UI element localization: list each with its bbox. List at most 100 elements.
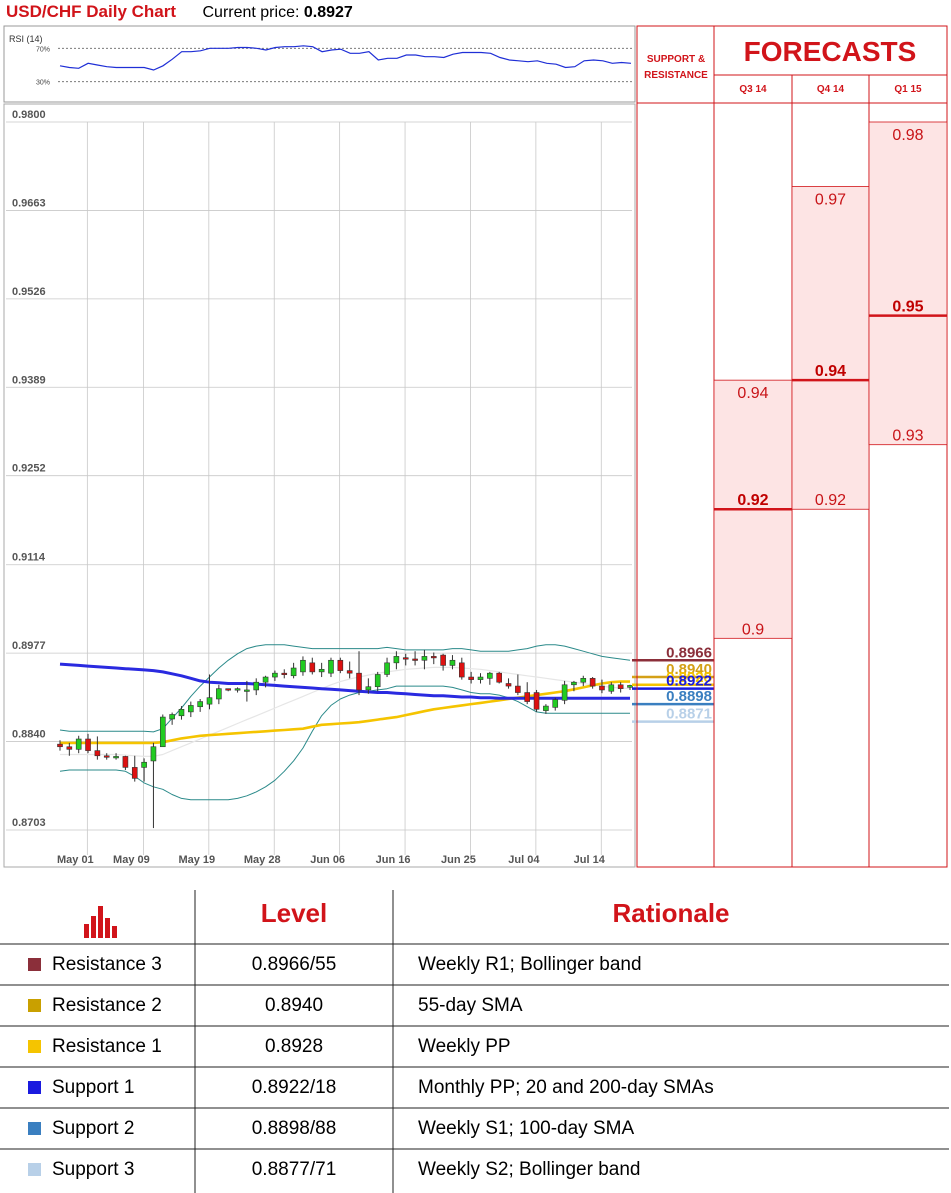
level-color-swatch <box>28 1040 41 1053</box>
chart-header: USD/CHF Daily Chart Current price: 0.892… <box>6 0 353 24</box>
candle-body <box>94 750 101 757</box>
x-tick-label: Jul 04 <box>508 854 540 866</box>
level-color-swatch <box>28 1122 41 1135</box>
candle-body <box>449 659 456 666</box>
candle-body <box>608 684 615 692</box>
rsi-label: RSI (14) <box>9 34 43 44</box>
level-name: Resistance 3 <box>52 954 162 975</box>
level-color-swatch <box>28 1081 41 1094</box>
y-tick-label: 0.8840 <box>12 729 46 741</box>
candle-body <box>505 683 512 687</box>
candle-body <box>571 681 577 686</box>
level-value: 0.8940 <box>264 995 324 1016</box>
candle-body <box>281 672 288 675</box>
candle-body <box>533 692 540 710</box>
table-row: Resistance 2 0.8940 55-day SMA <box>0 985 949 1026</box>
candle-body <box>599 685 605 691</box>
level-value: 0.8898/88 <box>251 1118 337 1139</box>
level-rationale: Weekly S2; Bollinger band <box>418 1159 641 1180</box>
table-row: Support 3 0.8877/71 Weekly S2; Bollinger b… <box>0 1149 949 1190</box>
candle-body <box>346 670 353 674</box>
bar-chart-icon <box>82 902 122 938</box>
forecast-low-label: 0.92 <box>815 492 846 509</box>
candle-body <box>85 738 91 751</box>
x-tick-label: May 19 <box>178 854 215 866</box>
candle-body <box>253 681 260 691</box>
forecasts-title: FORECASTS <box>744 36 917 67</box>
forecast-median-label: 0.95 <box>892 299 923 316</box>
candle-body <box>131 767 138 779</box>
chart-title: USD/CHF Daily Chart <box>6 2 177 21</box>
candle-body <box>262 676 269 683</box>
candle-body <box>178 709 185 717</box>
candle-body <box>122 756 129 768</box>
level-rationale: Weekly S1; 100-day SMA <box>418 1118 635 1139</box>
candle-body <box>206 697 213 705</box>
candle-body <box>356 672 362 691</box>
level-name: Resistance 2 <box>52 995 162 1016</box>
candle-body <box>169 714 175 720</box>
candle-body <box>365 686 372 691</box>
candle-body <box>234 688 241 691</box>
candle-body <box>543 705 549 711</box>
candle-body <box>113 756 119 759</box>
x-tick-label: Jun 25 <box>441 854 476 866</box>
forecast-quarter-label: Q3 14 <box>739 84 767 95</box>
table-row: Resistance 3 0.8966/55 Weekly R1; Bollinge… <box>0 944 949 985</box>
level-header: Level <box>260 898 328 928</box>
candle-body <box>225 688 231 691</box>
level-label: 0.8928 <box>666 669 712 686</box>
candle-body <box>580 678 587 683</box>
level-label: 0.8922 <box>666 673 712 690</box>
price-panel <box>3 103 636 868</box>
rsi-panel <box>3 25 636 103</box>
forecast-range-band <box>868 121 948 446</box>
forecast-quarter-label: Q4 14 <box>817 84 845 95</box>
forecast-high-label: 0.98 <box>892 127 923 144</box>
candle-body <box>421 656 428 661</box>
level-name: Support 1 <box>52 1077 135 1098</box>
level-name: Resistance 1 <box>52 1036 162 1057</box>
candle-body <box>141 761 147 768</box>
level-rationale: 55-day SMA <box>418 995 523 1016</box>
x-tick-label: May 09 <box>113 854 150 866</box>
rsi-tick-label: 70% <box>36 46 50 53</box>
sr-label: RESISTANCE <box>644 70 708 81</box>
candle-body <box>272 672 278 678</box>
y-tick-label: 0.9114 <box>12 552 46 564</box>
forecast-high-label: 0.94 <box>737 385 768 402</box>
candle-body <box>496 672 502 683</box>
level-color-swatch <box>28 999 41 1012</box>
rsi-tick-label: 30% <box>36 80 50 87</box>
x-tick-label: Jun 06 <box>310 854 345 866</box>
candle-body <box>412 658 418 661</box>
level-label: 0.8940 <box>666 661 712 678</box>
candle-body <box>524 692 531 702</box>
candle-body <box>75 738 82 750</box>
candle-body <box>57 743 63 748</box>
candle-body <box>393 656 400 664</box>
forecast-median-label: 0.92 <box>737 492 768 509</box>
candle-body <box>337 659 344 671</box>
candle-body <box>468 676 474 680</box>
table-row: Resistance 1 0.8928 Weekly PP <box>0 1026 949 1067</box>
level-label: 0.8871 <box>666 706 712 723</box>
candle-body <box>487 672 493 679</box>
bollinger-lower-line <box>59 685 630 801</box>
candle-body <box>627 685 633 688</box>
candle-body <box>384 662 390 675</box>
candle-body <box>309 662 316 673</box>
y-tick-label: 0.9526 <box>12 286 46 298</box>
candle-body <box>552 699 559 708</box>
candle-body <box>561 684 568 701</box>
candle-body <box>197 701 203 708</box>
y-tick-label: 0.9389 <box>12 374 46 386</box>
rationale-header: Rationale <box>612 898 730 928</box>
candle-body <box>103 755 110 758</box>
x-tick-label: May 01 <box>57 854 94 866</box>
candle-body <box>159 716 166 748</box>
candle-body <box>459 662 465 678</box>
level-label: 0.8966 <box>666 644 712 661</box>
level-name: Support 2 <box>52 1118 135 1139</box>
bollinger-upper-line <box>59 644 631 733</box>
